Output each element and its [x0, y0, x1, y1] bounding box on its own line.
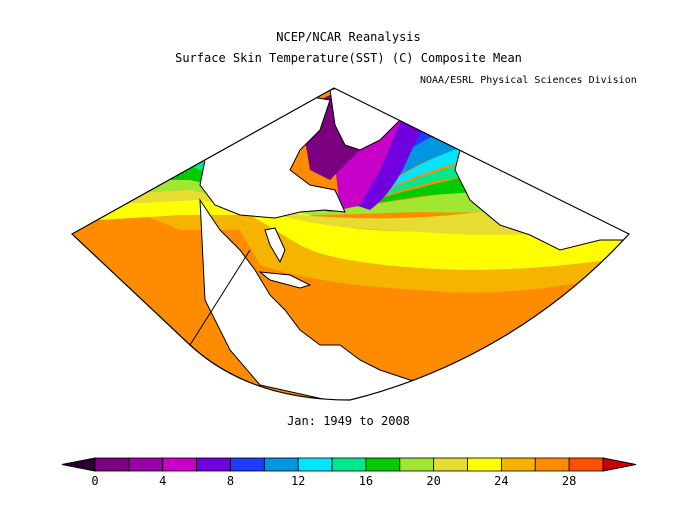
colorbar-over-arrow	[602, 457, 637, 472]
projection-edge-line	[189, 249, 251, 346]
colorbar-swatch	[500, 457, 536, 472]
map-subtitle: Surface Skin Temperature(SST) (C) Compos…	[175, 51, 522, 65]
colorbar-swatch	[331, 457, 367, 472]
colorbar-swatch	[433, 457, 468, 472]
colorbar-tick-label: 20	[426, 474, 441, 488]
map-title: NCEP/NCAR Reanalysis	[276, 30, 421, 44]
colorbar-tick-label: 8	[226, 474, 235, 488]
colorbar-tick-label: 4	[159, 474, 167, 488]
colorbar-swatch	[297, 457, 333, 472]
florida-land	[264, 227, 286, 264]
north-america-land	[189, 94, 346, 219]
time-period-label: Jan: 1949 to 2008	[287, 414, 410, 428]
colorbar-under-arrow	[61, 457, 96, 472]
colorbar-swatch	[128, 457, 164, 472]
colorbar-swatch	[399, 457, 435, 472]
colorbar-swatch	[534, 457, 570, 472]
colorbar-tick-label: 24	[494, 474, 509, 488]
colorbar-tick-label: 12	[290, 474, 306, 488]
colorbar-swatch	[365, 457, 401, 472]
colorbar-tick-label: 28	[561, 474, 577, 488]
colorbar-tick-label: 16	[358, 474, 374, 488]
colorbar-swatch	[568, 457, 604, 472]
colorbar-swatch	[94, 457, 130, 472]
colorbar-swatch	[162, 457, 198, 472]
gulf-coast-land	[199, 198, 441, 400]
colorbar-swatch	[467, 457, 502, 472]
colorbar-tick-label: 0	[91, 474, 99, 488]
credit-text: NOAA/ESRL Physical Sciences Division	[420, 75, 637, 86]
colorbar-swatch	[230, 457, 265, 472]
colorbar-swatch	[196, 457, 231, 472]
colorbar-swatch	[263, 457, 299, 472]
cuba-land	[258, 271, 312, 289]
map-boundary	[70, 87, 630, 401]
